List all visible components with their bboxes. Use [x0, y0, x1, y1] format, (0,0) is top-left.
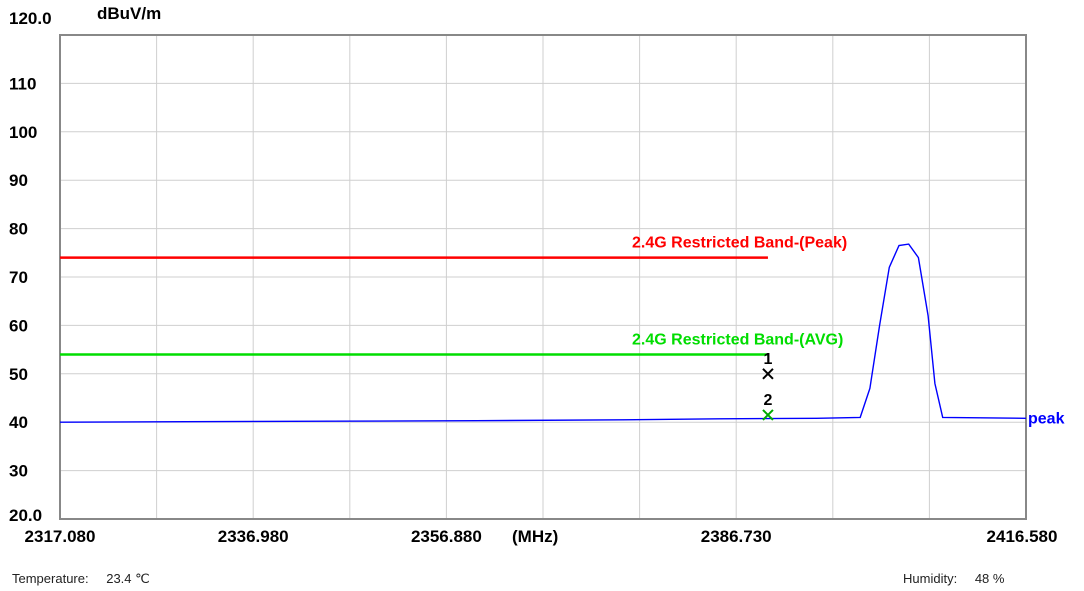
humidity-readout: Humidity: 48 %	[903, 571, 1004, 586]
y-tick-label: 100	[9, 123, 37, 142]
marker-cross	[762, 409, 774, 421]
marker: 2	[762, 392, 774, 421]
y-tick-label: 110	[9, 74, 36, 93]
limit-label: 2.4G Restricted Band-(Peak)	[632, 235, 847, 252]
y-tick-label: 40	[9, 413, 28, 432]
humidity-label: Humidity:	[903, 571, 958, 586]
x-tick-label: 2386.730	[701, 527, 772, 546]
marker-label: 2	[763, 392, 772, 409]
series-line	[59, 243, 1027, 423]
limit-label: 2.4G Restricted Band-(AVG)	[632, 331, 843, 348]
y-tick-label: 60	[9, 316, 28, 335]
plot-frame	[59, 34, 1027, 520]
markers: 12	[762, 351, 774, 421]
series-label: peak	[1028, 410, 1065, 427]
marker: 1	[762, 351, 774, 380]
grid-lines	[60, 35, 1026, 519]
y-tick-label: 50	[9, 365, 28, 384]
y-tick-label: 80	[9, 220, 28, 239]
x-tick-label: 2336.980	[218, 527, 289, 546]
y-tick-label: 120.0	[9, 9, 52, 28]
x-tick-label: 2416.580	[987, 527, 1058, 546]
series-group: peak	[59, 243, 1065, 427]
y-tick-label: 90	[9, 171, 28, 190]
humidity-value: 48 %	[974, 571, 1005, 586]
y-tick-label: 20.0	[9, 506, 42, 525]
temperature-label: Temperature:	[12, 571, 89, 586]
temperature-value: 23.4 ℃	[106, 571, 150, 586]
y-axis-unit: dBuV/m	[97, 4, 161, 23]
y-axis-ticks: 120.0 110 100 90 80 70 60 50 40 30 20.0	[9, 9, 52, 525]
y-tick-label: 30	[9, 462, 28, 481]
x-tick-label: 2317.080	[25, 527, 96, 546]
x-axis-unit: (MHz)	[512, 527, 558, 546]
y-tick-label: 70	[9, 268, 28, 287]
limit-lines: 2.4G Restricted Band-(Peak) 2.4G Restrict…	[60, 235, 847, 356]
marker-cross	[762, 368, 774, 380]
marker-label: 1	[763, 351, 772, 368]
x-tick-label: 2356.880	[411, 527, 482, 546]
temperature-readout: Temperature: 23.4 ℃	[12, 571, 164, 587]
x-axis-ticks: 2317.080 2336.980 2356.880 2386.730 2416.580	[25, 527, 1058, 546]
